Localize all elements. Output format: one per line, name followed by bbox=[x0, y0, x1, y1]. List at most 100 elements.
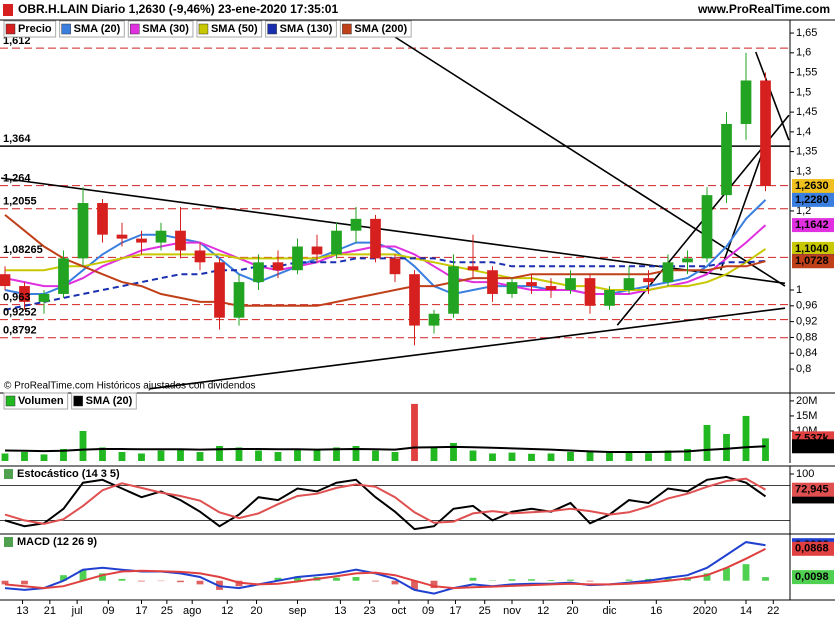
badge-text: 0,0098 bbox=[795, 571, 829, 583]
x-tick-label: 22 bbox=[767, 605, 779, 617]
legend-text: Precio bbox=[18, 23, 52, 35]
candle-body bbox=[448, 266, 459, 313]
histogram-bar bbox=[723, 568, 730, 581]
volume-bar bbox=[411, 404, 418, 461]
volume-bar bbox=[528, 454, 535, 461]
y-tick-label: 0,84 bbox=[796, 347, 817, 359]
badge-text: 1,1040 bbox=[795, 243, 829, 255]
histogram-bar bbox=[119, 579, 126, 581]
candle-body bbox=[507, 282, 518, 294]
level-label: 1,2055 bbox=[3, 196, 37, 208]
volume-bar bbox=[392, 452, 399, 461]
x-tick-label: 25 bbox=[161, 605, 173, 617]
candle-body bbox=[565, 278, 576, 290]
y-tick-label: 0,96 bbox=[796, 300, 817, 312]
badge-text: 1,0728 bbox=[795, 255, 829, 267]
badge-text: 72,945 bbox=[795, 484, 829, 496]
panel-label: MACD (12 26 9) bbox=[4, 536, 97, 548]
candle-body bbox=[546, 286, 557, 290]
volume-bar bbox=[216, 446, 223, 461]
x-tick-label: 09 bbox=[102, 605, 114, 617]
histogram-bar bbox=[372, 581, 379, 582]
candle-body bbox=[390, 258, 401, 274]
histogram-bar bbox=[528, 579, 535, 580]
panel-label: Estocástico (14 3 5) bbox=[4, 468, 120, 480]
histogram-bar bbox=[587, 581, 594, 582]
badge-text: 1,1642 bbox=[795, 219, 829, 231]
volume-bar bbox=[197, 452, 204, 461]
y-tick-label: 1,6 bbox=[796, 47, 811, 59]
volume-bar bbox=[158, 450, 165, 461]
volume-bar bbox=[723, 434, 730, 461]
x-tick-label: 20 bbox=[250, 605, 262, 617]
legend-swatch bbox=[6, 396, 15, 406]
candle-body bbox=[585, 278, 596, 306]
legend-text: Volumen bbox=[18, 395, 64, 407]
candle-body bbox=[741, 80, 752, 123]
volume-bar bbox=[138, 453, 145, 461]
legend-swatch bbox=[62, 24, 71, 34]
icon bbox=[3, 4, 13, 16]
volume-bar bbox=[41, 454, 48, 461]
x-tick-label: 13 bbox=[16, 605, 28, 617]
level-label: 1,364 bbox=[3, 133, 31, 145]
candle-body bbox=[760, 80, 771, 186]
x-tick-label: 17 bbox=[135, 605, 147, 617]
volume-bar bbox=[606, 453, 613, 461]
legend-text: SMA (130) bbox=[280, 23, 333, 35]
histogram-bar bbox=[333, 578, 340, 581]
candle-body bbox=[468, 266, 479, 270]
candle-body bbox=[682, 258, 693, 262]
value-badge: 1,1642 bbox=[792, 218, 834, 232]
candle-body bbox=[0, 274, 10, 286]
candle-body bbox=[331, 231, 342, 255]
value-badge: 0,0098 bbox=[792, 570, 834, 584]
volume-bar bbox=[21, 452, 28, 461]
y-tick-label: 0,88 bbox=[796, 331, 817, 343]
volume-bar bbox=[762, 438, 769, 461]
x-tick-label: ago bbox=[183, 605, 201, 617]
candle-body bbox=[214, 262, 225, 317]
candle-body bbox=[429, 314, 440, 326]
badge-text: 1,2630 bbox=[795, 180, 829, 192]
legend-swatch bbox=[268, 24, 277, 34]
volume-bar bbox=[177, 449, 184, 461]
x-tick-label: jul bbox=[71, 605, 83, 617]
value-badge: 1,1040 bbox=[792, 242, 834, 256]
candle bbox=[370, 215, 381, 262]
candle-body bbox=[526, 282, 537, 286]
volume-bar bbox=[548, 453, 555, 461]
header-title: OBR.H.LAIN Diario 1,2630 (-9,46%) 23-ene… bbox=[18, 2, 338, 16]
credit: © ProRealTime.com Históricos ajustados c… bbox=[4, 381, 256, 392]
histogram-bar bbox=[177, 581, 184, 582]
level-label: 0,9252 bbox=[3, 306, 37, 318]
histogram-bar bbox=[626, 580, 633, 581]
volume-bar bbox=[743, 416, 750, 461]
histogram-bar bbox=[353, 577, 360, 581]
panel-title: MACD (12 26 9) bbox=[17, 536, 97, 548]
legend-text: SMA (30) bbox=[142, 23, 189, 35]
value-badge: 1,2630 bbox=[792, 179, 834, 193]
volume-bar bbox=[2, 453, 9, 461]
histogram-bar bbox=[138, 581, 145, 582]
x-tick-label: 12 bbox=[221, 605, 233, 617]
volume-bar bbox=[372, 450, 379, 461]
candle-body bbox=[78, 203, 89, 258]
legend-swatch bbox=[4, 537, 13, 547]
candle-body bbox=[312, 247, 323, 255]
volume-bar bbox=[587, 451, 594, 461]
candle-body bbox=[292, 247, 303, 271]
volume-bar bbox=[450, 443, 457, 461]
candle bbox=[721, 112, 732, 203]
y-tick-label: 0,92 bbox=[796, 316, 817, 328]
candle-body bbox=[663, 262, 674, 282]
candle-body bbox=[643, 278, 654, 282]
volume-bar bbox=[626, 452, 633, 461]
y-tick-label: 1,55 bbox=[796, 66, 817, 78]
volume-bar bbox=[119, 452, 126, 461]
volume-bar bbox=[80, 431, 87, 461]
candle-body bbox=[721, 124, 732, 195]
candle-body bbox=[97, 203, 108, 235]
legend-swatch bbox=[199, 24, 208, 34]
